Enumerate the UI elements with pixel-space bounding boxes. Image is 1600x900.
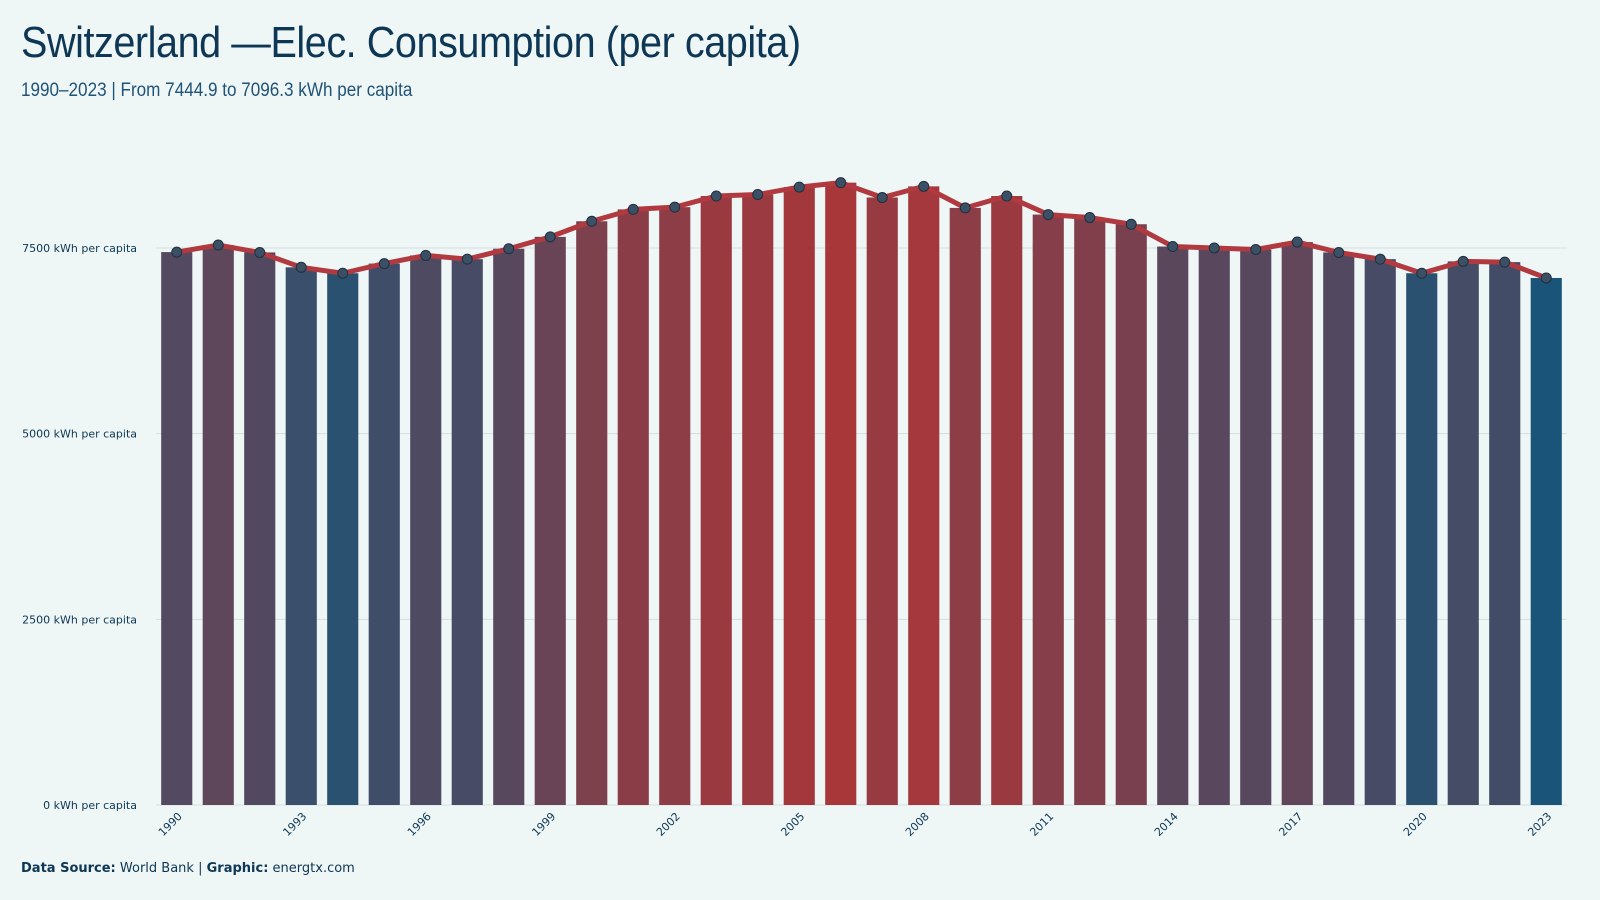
data-point <box>1540 272 1552 284</box>
bar <box>244 252 276 805</box>
chart-title: Switzerland —Elec. Consumption (per capi… <box>21 18 801 67</box>
bar <box>991 196 1023 806</box>
bar <box>368 263 400 805</box>
bar <box>908 186 940 806</box>
chart-subtitle: 1990–2023 | From 7444.9 to 7096.3 kWh pe… <box>21 80 413 101</box>
data-point <box>918 180 930 192</box>
data-source-label: Data Source: <box>21 861 116 876</box>
bar <box>1281 242 1313 806</box>
bar <box>866 197 898 806</box>
bar <box>825 182 857 806</box>
data-point <box>959 202 971 214</box>
bar <box>534 236 566 806</box>
graphic-value: energtx.com <box>272 861 355 876</box>
footer-credits: Data Source: World Bank | Graphic: energ… <box>21 861 355 876</box>
x-tick-label: 2002 <box>654 810 683 839</box>
data-point <box>1457 255 1469 267</box>
x-tick-label: 2005 <box>778 810 807 839</box>
data-point <box>752 189 764 201</box>
data-point <box>1499 256 1511 268</box>
data-point <box>420 249 432 261</box>
bar <box>493 248 525 805</box>
data-point <box>544 231 556 243</box>
data-point <box>710 190 722 202</box>
graphic-label: Graphic: <box>206 861 269 876</box>
data-point <box>876 191 888 203</box>
bar <box>659 207 691 806</box>
data-point <box>1001 190 1013 202</box>
data-point <box>295 261 307 273</box>
bar <box>1074 217 1106 805</box>
data-point <box>586 215 598 227</box>
data-point <box>1333 246 1345 258</box>
bar <box>1489 262 1521 805</box>
data-point <box>503 243 515 255</box>
bar <box>285 267 317 805</box>
data-point <box>1042 209 1054 221</box>
bar <box>451 259 483 805</box>
x-tick-label: 2020 <box>1401 810 1430 839</box>
x-tick-label: 2008 <box>903 810 932 839</box>
bar <box>1240 249 1272 805</box>
data-point <box>1291 236 1303 248</box>
data-point <box>1208 242 1220 254</box>
data-point <box>1125 218 1137 230</box>
trend-line <box>174 180 1549 281</box>
x-tick-label: 1993 <box>280 810 309 839</box>
data-point <box>1416 267 1428 279</box>
bar <box>1323 252 1355 805</box>
data-point <box>337 267 349 279</box>
footer-separator: | <box>198 861 203 876</box>
bar <box>1364 259 1396 805</box>
bar <box>700 196 732 806</box>
data-point <box>378 258 390 270</box>
bar <box>1115 224 1147 805</box>
x-tick-label: 1996 <box>405 810 434 839</box>
bar <box>1032 214 1064 805</box>
data-point <box>1374 253 1386 265</box>
bar <box>617 209 649 805</box>
bar <box>576 221 608 805</box>
data-point <box>461 253 473 265</box>
bar <box>783 187 815 806</box>
x-tick-label: 2011 <box>1027 810 1056 839</box>
data-point <box>669 201 681 213</box>
data-source-value: World Bank <box>119 861 194 876</box>
data-point <box>793 181 805 193</box>
bar <box>327 273 359 805</box>
data-point <box>171 246 183 258</box>
bar <box>1157 246 1189 806</box>
x-tick-label: 2017 <box>1276 810 1305 839</box>
bar <box>1198 248 1230 805</box>
bar <box>161 252 193 805</box>
x-tick-label: 2014 <box>1152 810 1181 839</box>
bar <box>202 245 234 806</box>
data-point <box>835 177 847 189</box>
bar <box>1530 277 1562 805</box>
y-tick-label: 0 kWh per capita <box>43 799 137 812</box>
x-tick-label: 2023 <box>1525 810 1554 839</box>
data-point <box>1250 243 1262 255</box>
data-point <box>627 203 639 215</box>
bar <box>949 207 981 805</box>
bar <box>410 255 442 806</box>
y-tick-label: 7500 kWh per capita <box>22 242 137 255</box>
data-point <box>1084 212 1096 224</box>
x-tick-label: 1990 <box>156 810 185 839</box>
bar <box>1447 261 1479 805</box>
data-point <box>1167 241 1179 253</box>
data-point <box>254 246 266 258</box>
bar <box>1406 273 1438 805</box>
x-tick-label: 1999 <box>529 810 558 839</box>
y-tick-label: 2500 kWh per capita <box>22 613 137 626</box>
y-tick-label: 5000 kWh per capita <box>22 428 137 441</box>
data-point <box>212 239 224 251</box>
bar <box>742 194 774 805</box>
